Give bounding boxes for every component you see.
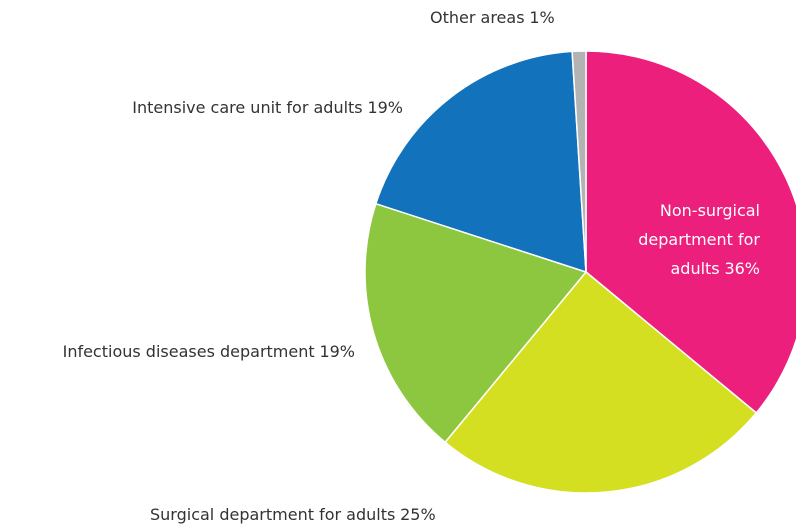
pie-slice [374,50,587,274]
pie-slice [585,50,796,414]
pie-slice [364,202,588,444]
pie-slice [444,270,758,494]
category-label: Intensive care unit for adults [132,98,363,117]
slice-label: Infectious diseases department 19% [63,337,355,366]
value-label: 25% [400,505,436,524]
category-label: Surgical department for adults [150,505,396,524]
value-label: 19% [319,342,355,361]
value-label: 19% [367,98,403,117]
slice-label: Surgical department for adults 25% [150,500,436,529]
category-label: Other areas [430,8,525,27]
pie-slice [571,50,587,273]
slice-label: Intensive care unit for adults 19% [132,93,403,122]
value-label: 1% [529,8,555,27]
slice-label: Other areas 1% [430,3,555,32]
slice-label: Non-surgical department for adults 36% [590,196,760,283]
category-label: Infectious diseases department [62,342,315,361]
category-label: Non-surgical department for adults [638,201,760,278]
value-label: 36% [724,259,760,278]
